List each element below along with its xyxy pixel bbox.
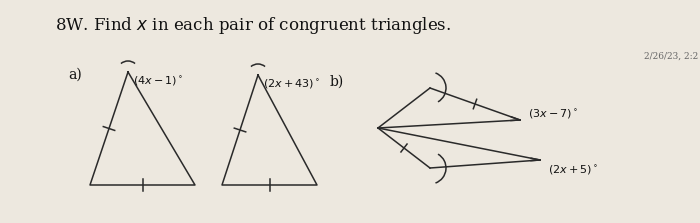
Text: b): b) (330, 75, 344, 89)
Text: 2/26/23, 2:2: 2/26/23, 2:2 (644, 52, 698, 61)
Text: $(3x - 7)^\circ$: $(3x - 7)^\circ$ (528, 108, 578, 121)
Text: $(2x + 43)^\circ$: $(2x + 43)^\circ$ (263, 78, 321, 91)
Text: 8W. Find $x$ in each pair of congruent triangles.: 8W. Find $x$ in each pair of congruent t… (55, 15, 452, 36)
Text: $(4x - 1)^\circ$: $(4x - 1)^\circ$ (133, 75, 183, 88)
Text: a): a) (68, 68, 82, 82)
Text: $(2x + 5)^\circ$: $(2x + 5)^\circ$ (548, 164, 598, 177)
